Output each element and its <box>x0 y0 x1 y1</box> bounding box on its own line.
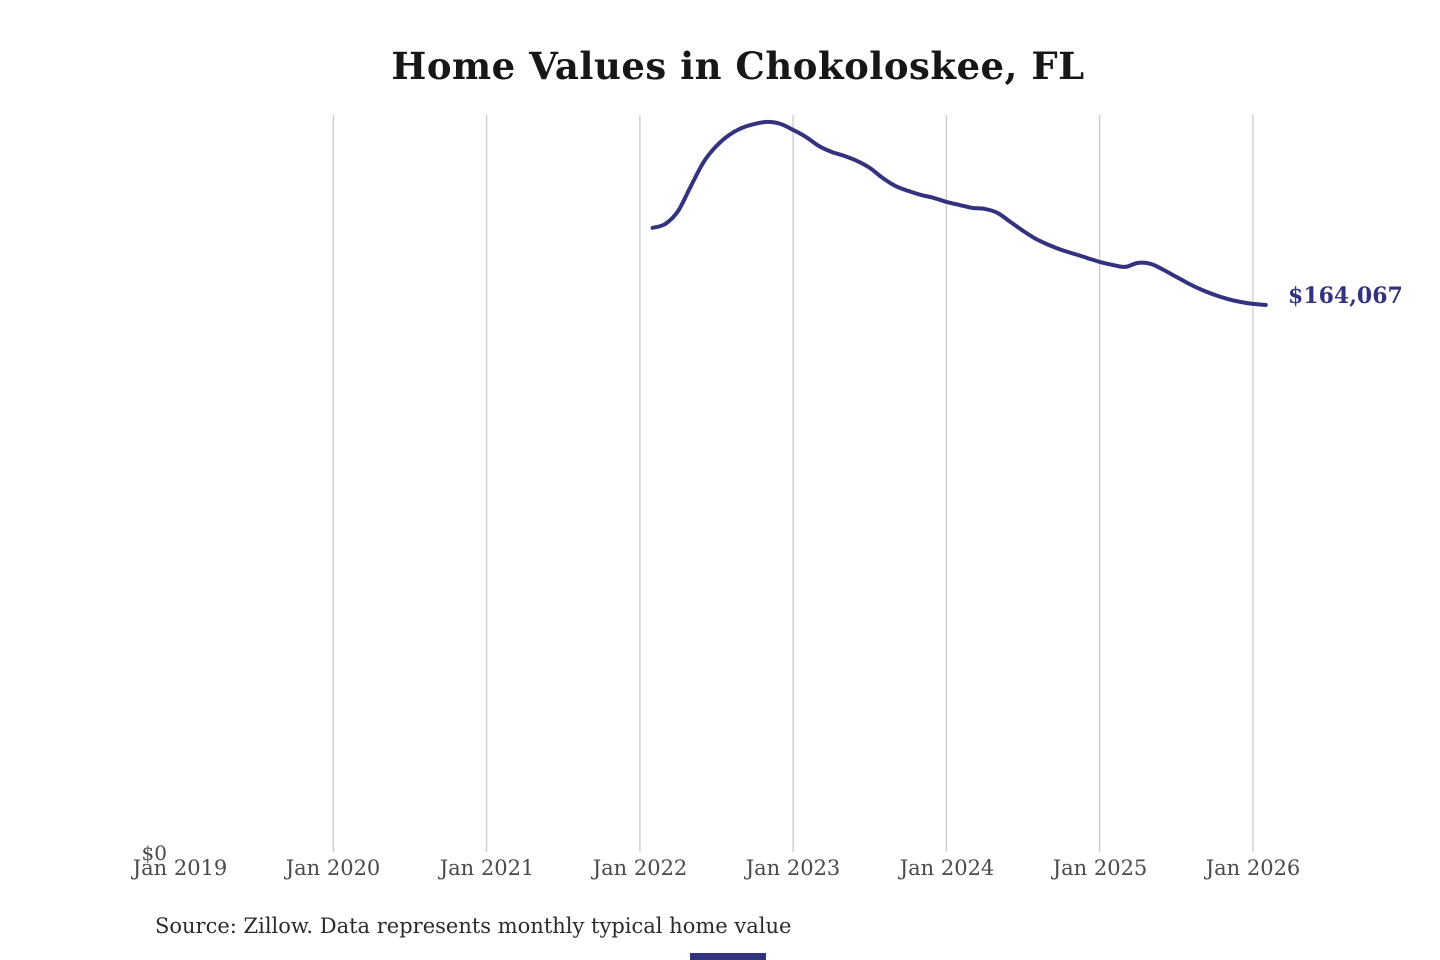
x-axis-label-2022: Jan 2022 <box>592 856 688 880</box>
x-axis-label-2023: Jan 2023 <box>745 856 841 880</box>
x-axis-label-2020: Jan 2020 <box>285 856 381 880</box>
gridlines <box>332 115 1254 852</box>
y-axis-zero-label: $0 <box>141 841 167 865</box>
home-value-line <box>650 119 1268 307</box>
source-attribution: Source: Zillow. Data represents monthly … <box>155 914 792 938</box>
x-axis-label-2019: Jan 2019 <box>132 856 228 880</box>
chart-title: Home Values in Chokoloskee, FL <box>391 44 1085 88</box>
x-axis-label-2021: Jan 2021 <box>439 856 535 880</box>
current-value-label: $164,067 <box>1288 283 1403 309</box>
bottom-partial-bar <box>690 953 766 960</box>
x-axis-label-2026: Jan 2026 <box>1205 856 1301 880</box>
x-axis-label-2024: Jan 2024 <box>899 856 995 880</box>
x-axis-label-2025: Jan 2025 <box>1052 856 1148 880</box>
